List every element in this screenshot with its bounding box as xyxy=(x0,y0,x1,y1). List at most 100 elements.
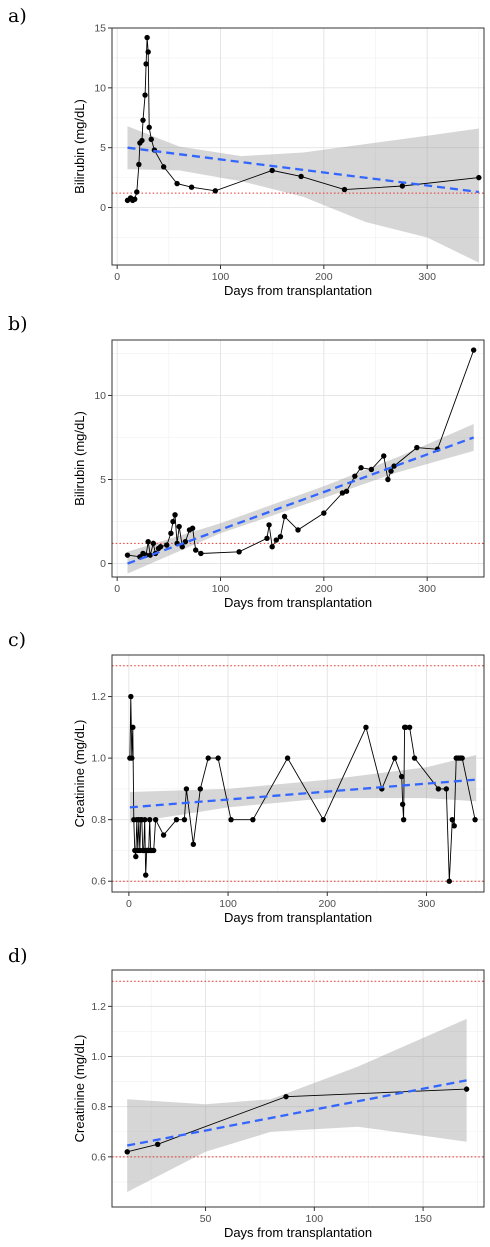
x-tick-label: 50 xyxy=(200,1213,212,1225)
x-axis-title: Days from transplantation xyxy=(224,283,372,298)
x-tick-label: 200 xyxy=(315,271,333,283)
x-axis-title: Days from transplantation xyxy=(224,910,372,925)
panel-label: a) xyxy=(8,5,27,27)
x-tick-label: 100 xyxy=(306,1213,324,1225)
data-point xyxy=(363,724,369,731)
x-tick-label: 100 xyxy=(219,898,237,910)
x-tick-label: 0 xyxy=(114,271,120,283)
data-point xyxy=(172,512,178,518)
data-point xyxy=(472,816,478,823)
data-point xyxy=(269,544,275,550)
data-point xyxy=(197,786,203,792)
data-point xyxy=(459,755,465,761)
panel-label: c) xyxy=(8,629,26,651)
data-point xyxy=(146,816,153,823)
data-point xyxy=(414,444,420,451)
data-point xyxy=(284,755,291,761)
x-axis-title: Days from transplantation xyxy=(224,1225,372,1240)
data-point xyxy=(139,137,145,144)
data-point xyxy=(205,755,211,761)
data-point xyxy=(144,34,150,41)
data-point xyxy=(273,537,279,543)
panel-border xyxy=(111,654,485,893)
data-point xyxy=(181,816,188,823)
data-point xyxy=(190,841,197,847)
data-point xyxy=(411,755,418,761)
confidence-band xyxy=(127,126,479,263)
trend-line xyxy=(129,778,477,809)
x-tick-label: 300 xyxy=(418,583,436,595)
x-tick-label: 200 xyxy=(315,583,333,595)
y-tick-label: 15 xyxy=(94,23,106,35)
y-tick-label: 5 xyxy=(100,142,106,154)
y-tick-label: 1.0 xyxy=(91,753,106,765)
data-point xyxy=(398,773,405,780)
data-point xyxy=(358,465,364,471)
y-tick-label: 1.2 xyxy=(91,1001,106,1013)
data-point xyxy=(266,522,272,528)
plot-background xyxy=(112,340,484,577)
data-point xyxy=(128,693,134,700)
x-tick-label: 150 xyxy=(414,1213,432,1225)
data-point xyxy=(283,1093,289,1100)
y-tick-label: 0.6 xyxy=(91,876,106,888)
y-axis-title: Creatinine (mg/dL) xyxy=(72,1035,87,1143)
data-point xyxy=(189,525,196,531)
data-point xyxy=(228,816,234,823)
data-point xyxy=(130,724,136,731)
data-point xyxy=(368,466,375,473)
data-point xyxy=(174,180,180,187)
data-point xyxy=(182,539,189,545)
y-tick-label: 10 xyxy=(94,82,106,94)
y-tick-label: 0 xyxy=(100,558,106,570)
data-point xyxy=(451,823,457,829)
data-point xyxy=(148,136,154,143)
panel-label: d) xyxy=(8,945,28,967)
x-tick-label: 0 xyxy=(114,583,120,595)
panel-border xyxy=(111,969,485,1208)
data-point xyxy=(295,527,301,533)
data-point xyxy=(157,544,164,550)
trend-line xyxy=(127,1079,467,1147)
data-point xyxy=(193,547,199,553)
plot-background xyxy=(112,655,484,892)
x-tick-label: 100 xyxy=(212,583,230,595)
data-point xyxy=(142,816,148,823)
data-point xyxy=(399,801,406,807)
data-point xyxy=(198,550,204,557)
x-tick-label: 300 xyxy=(418,271,436,283)
y-axis-title: Bilirubin (mg/dL) xyxy=(72,99,87,194)
data-point xyxy=(470,347,477,353)
y-tick-label: 1.2 xyxy=(91,691,106,703)
data-point xyxy=(142,92,148,98)
data-point xyxy=(164,542,170,548)
y-tick-label: 10 xyxy=(94,390,106,402)
data-point xyxy=(339,490,346,496)
data-point xyxy=(160,164,167,170)
y-tick-label: 0.8 xyxy=(91,1101,106,1113)
data-point xyxy=(446,878,452,884)
plot-background xyxy=(112,28,484,265)
data-point xyxy=(250,816,256,823)
x-tick-label: 200 xyxy=(318,898,336,910)
confidence-band xyxy=(129,755,477,823)
data-point xyxy=(343,488,350,494)
trend-line xyxy=(127,436,475,565)
data-point xyxy=(321,510,327,516)
data-point xyxy=(399,183,406,189)
data-point xyxy=(183,786,190,792)
data-point xyxy=(277,533,284,540)
data-point xyxy=(392,755,398,761)
data-point xyxy=(176,523,182,530)
y-axis-title: Bilirubin (mg/dL) xyxy=(72,411,87,506)
confidence-band xyxy=(127,424,474,574)
data-point xyxy=(402,724,409,731)
data-point xyxy=(406,724,413,731)
data-point xyxy=(168,530,174,536)
data-point xyxy=(136,161,142,168)
data-point xyxy=(463,1086,470,1092)
data-point xyxy=(212,188,219,194)
data-point xyxy=(173,816,180,823)
data-point xyxy=(143,872,149,878)
